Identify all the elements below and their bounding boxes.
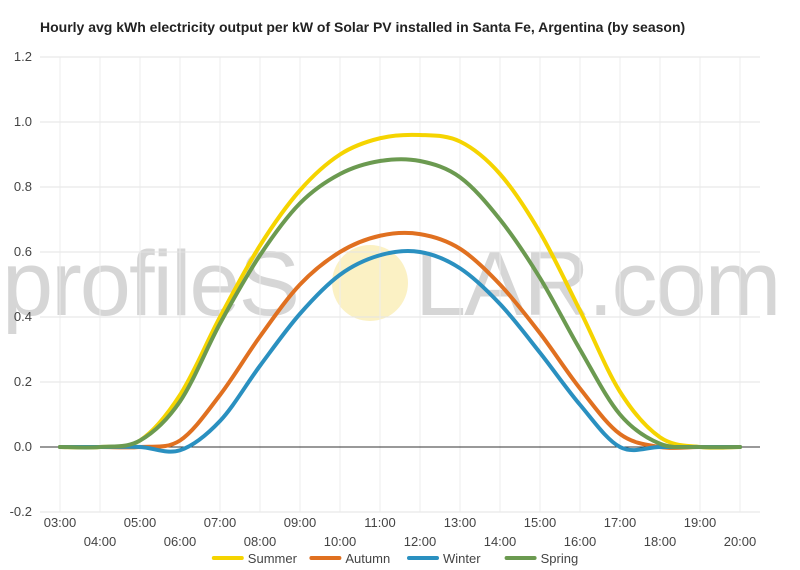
y-tick-label: 1.0 — [14, 114, 32, 129]
legend-label-summer: Summer — [248, 551, 298, 566]
x-tick-label: 05:00 — [124, 515, 157, 530]
legend-label-winter: Winter — [443, 551, 481, 566]
series-line-autumn — [58, 230, 742, 450]
x-tick-label: 19:00 — [684, 515, 717, 530]
x-tick-label: 10:00 — [324, 534, 357, 549]
x-tick-label: 20:00 — [724, 534, 757, 549]
watermark-left: profileS — [2, 233, 298, 335]
watermark: profileS LAR.com — [2, 233, 781, 335]
x-tick-label: 17:00 — [604, 515, 637, 530]
series-lines — [58, 132, 742, 454]
x-tick-label: 15:00 — [524, 515, 557, 530]
x-tick-label: 13:00 — [444, 515, 477, 530]
y-tick-label: 0.6 — [14, 244, 32, 259]
y-tick-label: 0.2 — [14, 374, 32, 389]
legend-label-spring: Spring — [541, 551, 579, 566]
watermark-sun-icon — [332, 245, 408, 321]
y-tick-label: 0.4 — [14, 309, 32, 324]
x-tick-label: 09:00 — [284, 515, 317, 530]
x-tick-label: 11:00 — [364, 515, 396, 530]
y-tick-label: 0.0 — [14, 439, 32, 454]
x-tick-label: 18:00 — [644, 534, 677, 549]
y-tick-label: 1.2 — [14, 49, 32, 64]
chart-title: Hourly avg kWh electricity output per kW… — [40, 19, 685, 35]
series-line-spring — [58, 157, 742, 450]
x-tick-label: 14:00 — [484, 534, 517, 549]
y-tick-label: 0.8 — [14, 179, 32, 194]
x-tick-label: 04:00 — [84, 534, 117, 549]
axes: -0.2 0.0 0.2 0.4 0.6 0.8 1.0 1.2 03:00 04:00 05:00… — [10, 49, 760, 549]
x-tick-label: 06:00 — [164, 534, 197, 549]
legend: Summer Autumn Winter Spring — [211, 551, 579, 566]
x-tick-label: 03:00 — [44, 515, 77, 530]
watermark-right: LAR.com — [415, 233, 779, 335]
series-line-summer — [58, 132, 742, 450]
x-tick-label: 08:00 — [244, 534, 277, 549]
y-tick-label: -0.2 — [10, 504, 32, 519]
x-tick-label: 07:00 — [204, 515, 237, 530]
x-tick-label: 16:00 — [564, 534, 597, 549]
series-line-winter — [58, 249, 742, 454]
x-tick-label: 12:00 — [404, 534, 437, 549]
legend-label-autumn: Autumn — [345, 551, 390, 566]
